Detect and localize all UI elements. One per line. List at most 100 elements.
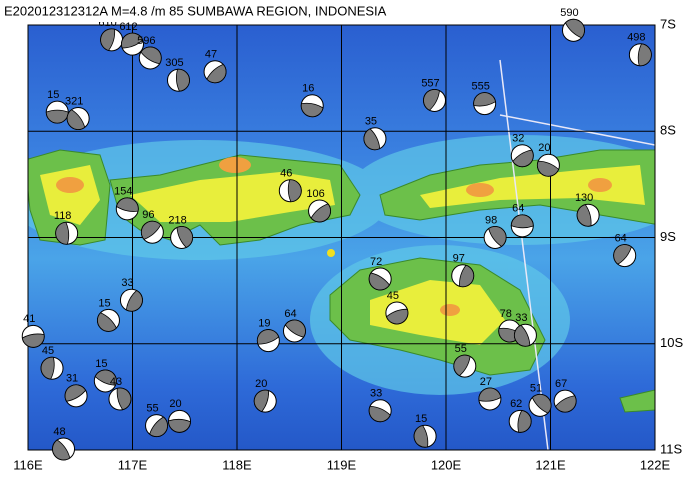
focal-mechanism: 55 <box>453 343 477 378</box>
focal-mechanism: 498 <box>627 32 652 67</box>
beachball-quadrant <box>55 221 70 245</box>
beachball-quadrant <box>510 214 534 229</box>
focal-mechanism: 96 <box>140 209 164 244</box>
beachball-quadrant <box>168 418 191 433</box>
depth-label: 67 <box>555 378 567 390</box>
depth-label: 97 <box>453 253 465 265</box>
beachball-quadrant <box>512 149 534 168</box>
depth-label: 47 <box>205 49 217 61</box>
x-tick-label: 118E <box>222 457 252 472</box>
focal-mechanism: 33 <box>513 312 537 347</box>
depth-label: 498 <box>627 32 645 44</box>
focal-mechanism: 98 <box>483 214 507 249</box>
depth-label: 55 <box>455 343 467 355</box>
depth-label: 106 <box>306 188 324 200</box>
beachball-quadrant <box>121 32 144 49</box>
beachball-quadrant <box>140 220 162 240</box>
beachball-quadrant <box>537 160 560 177</box>
focal-mechanism: 590 <box>560 7 585 42</box>
depth-label: 15 <box>415 413 427 425</box>
depth-label: 43 <box>110 376 122 388</box>
focal-mechanism: 130 <box>575 192 600 227</box>
beachball-quadrant <box>52 439 71 461</box>
beachball-quadrant <box>555 395 577 413</box>
beachball-quadrant <box>94 369 117 386</box>
beachball-quadrant <box>176 226 193 248</box>
depth-label: 64 <box>512 203 524 215</box>
y-tick-label: 9S <box>660 229 676 244</box>
depth-label: 596 <box>137 35 155 47</box>
depth-label: 15 <box>95 358 107 370</box>
focal-mechanism: 19 <box>256 317 280 353</box>
depth-label: 20 <box>538 142 550 154</box>
focal-mechanism: 20 <box>253 378 277 413</box>
focal-mechanism: 118 <box>54 210 79 245</box>
depth-label: 72 <box>370 256 382 268</box>
beachball-quadrant <box>488 226 507 247</box>
focal-mechanism: 45 <box>40 345 64 380</box>
x-tick-label: 117E <box>118 457 148 472</box>
focal-mechanism: 35 <box>363 116 387 151</box>
focal-mechanism: 218 <box>168 214 194 249</box>
depth-label: 118 <box>54 210 72 222</box>
y-tick-label: 10S <box>660 335 683 350</box>
focal-mechanism: 154 <box>114 186 139 221</box>
beachball-quadrant <box>284 319 306 338</box>
focal-mechanism: 62 <box>508 398 532 433</box>
focal-mechanism: 27 <box>478 376 502 411</box>
beachball-quadrant <box>363 128 381 151</box>
depth-label: 64 <box>615 232 627 244</box>
depth-label: 15 <box>98 297 110 309</box>
beachball-quadrant <box>413 425 429 448</box>
y-tick-label: 11S <box>660 441 682 456</box>
focal-mechanism: 43 <box>108 376 132 411</box>
beachball-quadrant <box>175 68 190 92</box>
depth-label: 154 <box>114 186 132 198</box>
depth-label: 62 <box>510 398 522 410</box>
title-bg <box>0 0 560 22</box>
depth-label: 27 <box>480 376 492 388</box>
beachball-quadrant <box>21 333 45 348</box>
depth-label: 46 <box>280 168 292 180</box>
beachball-quadrant <box>45 109 69 124</box>
focal-mechanism: 15 <box>45 89 69 124</box>
depth-label: 33 <box>370 388 382 400</box>
focal-mechanism: 33 <box>119 277 143 312</box>
beachball-quadrant <box>300 102 324 118</box>
land <box>28 59 655 450</box>
focal-mechanism: 15 <box>413 413 437 448</box>
focal-mechanism: 106 <box>306 188 332 223</box>
depth-label: 321 <box>65 95 83 107</box>
focal-mechanism: 33 <box>368 388 392 423</box>
beachball-quadrant <box>287 179 302 203</box>
focal-mechanism: 72 <box>368 256 392 291</box>
grid <box>27 24 656 451</box>
beachball-quadrant <box>459 264 475 288</box>
y-tick-label: 7S <box>660 16 676 31</box>
beachball-quadrant <box>40 356 55 380</box>
beachball-quadrant <box>514 324 531 347</box>
beachball-quadrant <box>423 89 440 111</box>
y-tick-label: 8S <box>660 123 676 138</box>
beachball-quadrant <box>564 18 585 39</box>
beachball-quadrant <box>473 92 496 107</box>
beachball-quadrant <box>368 405 391 423</box>
depth-label: 35 <box>365 116 377 128</box>
focal-mechanism: 47 <box>203 49 227 84</box>
depth-label: 45 <box>387 290 399 302</box>
depth-label: 45 <box>42 345 54 357</box>
beachball-quadrant <box>125 289 143 312</box>
depth-label: 130 <box>575 192 593 204</box>
beachball-quadrant <box>66 109 86 130</box>
depth-label: 55 <box>146 402 158 414</box>
focal-mechanism: 596 <box>137 35 162 70</box>
depth-label: 612 <box>119 21 137 33</box>
depth-label: 19 <box>258 317 270 329</box>
beachball-quadrant <box>97 312 117 332</box>
depth-label: 31 <box>66 373 78 385</box>
beachball-quadrant <box>478 387 502 402</box>
focal-mechanism: 610 <box>98 17 124 52</box>
map-title: E202012312312A M=4.8 /m 85 SUMBAWA REGIO… <box>4 3 387 18</box>
focal-mechanism: 46 <box>278 168 302 203</box>
